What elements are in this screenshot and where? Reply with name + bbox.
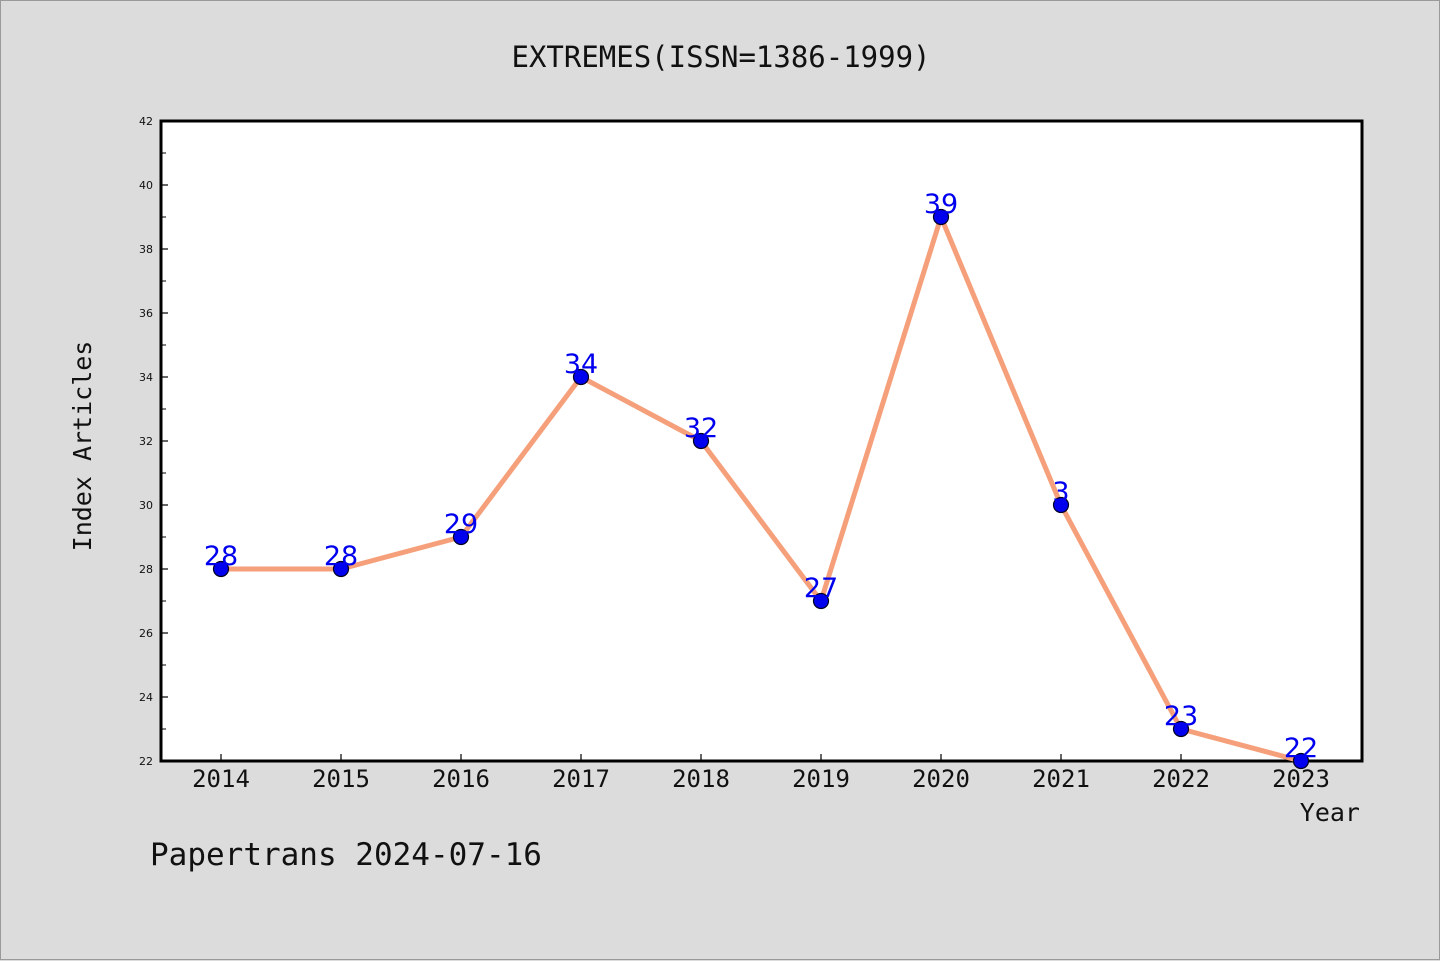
x-tick-label: 2021 bbox=[1032, 765, 1090, 793]
data-label: 39 bbox=[924, 189, 958, 220]
chart-title: EXTREMES(ISSN=1386-1999) bbox=[511, 40, 930, 74]
data-label: 22 bbox=[1284, 733, 1318, 764]
series-line bbox=[221, 214, 1302, 764]
data-point bbox=[932, 208, 950, 226]
y-tick-label: 38 bbox=[139, 243, 153, 256]
x-tick-label: 2014 bbox=[192, 765, 250, 793]
y-tick-label: 36 bbox=[139, 307, 153, 320]
y-tick-label: 32 bbox=[139, 435, 153, 448]
data-point bbox=[1172, 720, 1190, 738]
y-tick-label: 24 bbox=[139, 691, 153, 704]
data-labels: 28 28 29 34 32 27 39 3 23 22 bbox=[204, 189, 1318, 764]
data-label: 23 bbox=[1164, 701, 1198, 732]
plot-area bbox=[159, 119, 1364, 763]
y-axis-title: Index Articles bbox=[68, 341, 97, 552]
data-label: 29 bbox=[444, 509, 478, 540]
footer-text: Papertrans 2024-07-16 bbox=[150, 837, 542, 873]
data-point bbox=[572, 368, 590, 386]
y-tick-label: 22 bbox=[139, 755, 153, 768]
data-label: 32 bbox=[684, 413, 718, 444]
data-point bbox=[212, 560, 230, 578]
y-tick-label: 34 bbox=[139, 371, 153, 384]
data-point bbox=[812, 592, 830, 610]
x-tick-label: 2019 bbox=[792, 765, 850, 793]
x-tick-label: 2020 bbox=[912, 765, 970, 793]
y-tick-label: 26 bbox=[139, 627, 153, 640]
data-point bbox=[332, 560, 350, 578]
data-point bbox=[452, 528, 470, 546]
data-label: 28 bbox=[204, 541, 238, 572]
x-tick-label: 2023 bbox=[1272, 765, 1330, 793]
data-point bbox=[1052, 496, 1070, 514]
x-tick-label: 2015 bbox=[312, 765, 370, 793]
x-tick-label: 2022 bbox=[1152, 765, 1210, 793]
x-axis: 2014 2015 2016 2017 2018 2019 2020 2021 2022 2023 bbox=[192, 754, 1330, 793]
y-tick-label: 42 bbox=[139, 115, 153, 128]
data-label: 28 bbox=[324, 541, 358, 572]
data-label: 27 bbox=[804, 573, 838, 604]
y-tick-label: 28 bbox=[139, 563, 153, 576]
data-point bbox=[692, 432, 710, 450]
x-tick-label: 2018 bbox=[672, 765, 730, 793]
data-markers bbox=[212, 208, 1310, 770]
y-axis: 22 24 26 28 30 32 34 36 38 40 42 bbox=[139, 115, 168, 768]
data-point bbox=[1292, 752, 1310, 770]
x-tick-label: 2016 bbox=[432, 765, 490, 793]
y-tick-label: 30 bbox=[139, 499, 153, 512]
y-tick-label: 40 bbox=[139, 179, 153, 192]
x-axis-title: Year bbox=[1300, 798, 1360, 827]
x-tick-label: 2017 bbox=[552, 765, 610, 793]
data-label: 34 bbox=[564, 349, 598, 380]
data-label: 3 bbox=[1052, 477, 1069, 508]
